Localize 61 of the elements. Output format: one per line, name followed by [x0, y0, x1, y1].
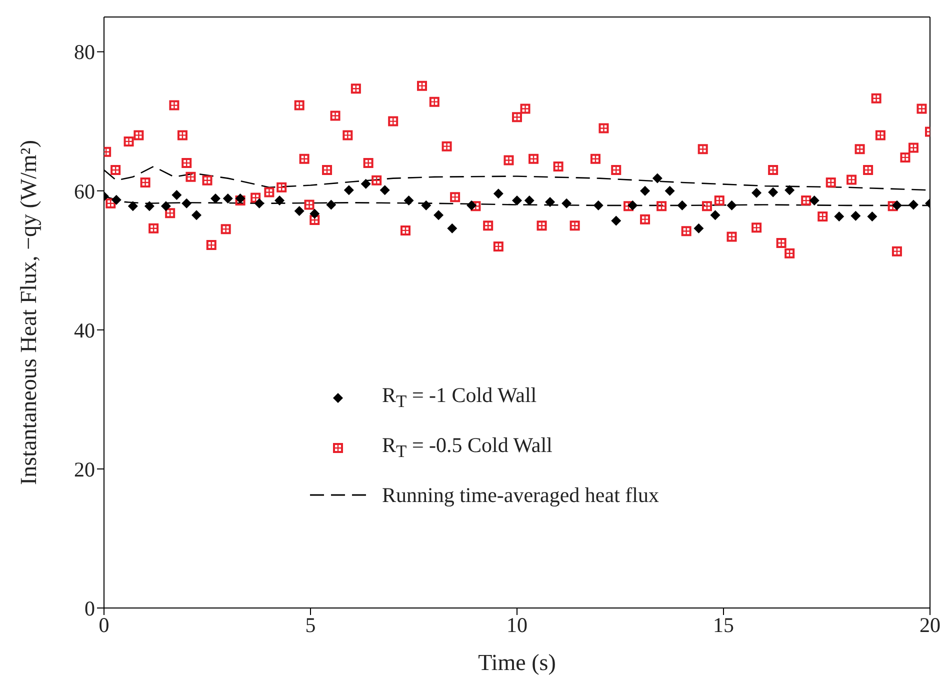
- y-tick-label: 80: [74, 40, 95, 64]
- point: [404, 196, 414, 206]
- point: [867, 212, 878, 222]
- y-tick-label: 20: [74, 457, 95, 482]
- point: [593, 200, 604, 210]
- point: [254, 198, 264, 208]
- point: [310, 208, 320, 219]
- point: [512, 196, 522, 206]
- point: [222, 193, 233, 204]
- point: [344, 185, 354, 196]
- point: [834, 212, 844, 222]
- point: [908, 200, 918, 210]
- y-axis-title: Instantaneous Heat Flux, −qy (W/m²): [16, 140, 42, 485]
- point: [850, 210, 861, 221]
- point: [235, 193, 246, 204]
- point: [294, 206, 304, 216]
- point: [562, 198, 572, 208]
- x-tick-label: 5: [305, 612, 316, 637]
- point: [380, 185, 390, 196]
- point: [493, 188, 504, 199]
- y-tick-label: 60: [74, 179, 95, 204]
- legend-label: Running time-averaged heat flux: [382, 482, 659, 510]
- point: [434, 210, 444, 220]
- point: [447, 223, 458, 234]
- legend-label: R$_{T}$ = -0.5 Cold Wall: [382, 432, 552, 464]
- point: [809, 196, 820, 206]
- point: [524, 196, 534, 206]
- point: [210, 193, 221, 204]
- point: [274, 196, 285, 206]
- point: [172, 190, 182, 200]
- point: [128, 201, 138, 212]
- point: [111, 194, 122, 205]
- point: [628, 200, 638, 210]
- x-axis-title: Time (s): [478, 650, 556, 675]
- point: [677, 200, 688, 210]
- point: [421, 200, 432, 210]
- point: [726, 200, 737, 210]
- point: [466, 200, 477, 210]
- point: [192, 210, 202, 220]
- point: [545, 196, 556, 207]
- point: [664, 186, 675, 196]
- point: [652, 173, 662, 184]
- point: [640, 186, 650, 196]
- x-tick-label: 10: [506, 612, 528, 637]
- y-tick-label: 40: [74, 318, 95, 342]
- y-tick-label: 0: [84, 596, 95, 620]
- point: [326, 200, 336, 210]
- x-tick-label: 15: [713, 612, 734, 637]
- point: [710, 210, 720, 220]
- point: [160, 201, 171, 212]
- point: [144, 201, 154, 212]
- point: [784, 185, 795, 196]
- point: [892, 200, 902, 210]
- point: [611, 216, 622, 226]
- point: [768, 187, 778, 198]
- point: [182, 198, 192, 208]
- point: [360, 178, 371, 189]
- point: [694, 223, 704, 234]
- legend-label: R$_{T}$ = -1 Cold Wall: [382, 382, 537, 414]
- point: [752, 188, 762, 198]
- x-tick-label: 20: [920, 612, 940, 637]
